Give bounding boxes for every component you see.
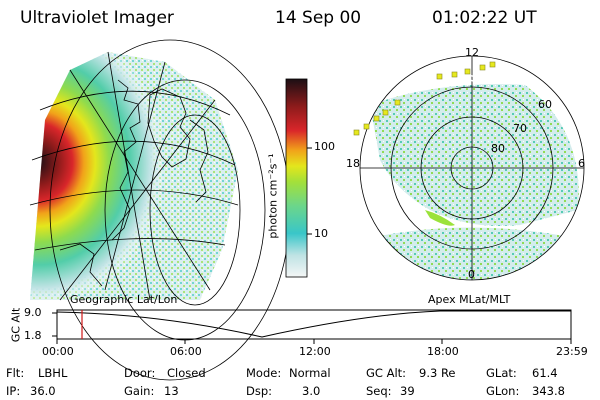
mlt-label-0: 0 <box>468 268 475 281</box>
geographic-caption: Geographic Lat/Lon <box>70 293 178 306</box>
colorbar-tick-10: 10 <box>314 227 328 240</box>
timeline-xtick-1200: 12:00 <box>299 345 331 358</box>
door-value: Closed <box>167 366 206 380</box>
timeline-xtick-0000: 00:00 <box>42 345 74 358</box>
apex-caption: Apex MLat/MLT <box>428 293 511 306</box>
glat-value: 61.4 <box>532 366 558 380</box>
mlat-label-60: 60 <box>538 98 552 111</box>
filter-label: Flt: <box>6 366 25 380</box>
mlt-label-12: 12 <box>465 46 479 59</box>
gc-alt-label: GC Alt: <box>366 366 407 380</box>
seq-value: 39 <box>400 384 415 398</box>
observation-time: 01:02:22 UT <box>432 8 537 28</box>
timeline-axis-label: GC Alt <box>9 307 23 343</box>
dsp-label: Dsp: <box>246 384 273 398</box>
mlt-label-18: 18 <box>346 157 360 170</box>
timeline-xtick-0600: 06:00 <box>170 345 202 358</box>
gain-value: 13 <box>164 384 179 398</box>
glon-value: 343.8 <box>532 384 565 398</box>
gc-alt-value: 9.3 Re <box>419 366 456 380</box>
timeline-ytick-9: 9.0 <box>24 306 42 319</box>
mlat-label-70: 70 <box>513 122 527 135</box>
seq-label: Seq: <box>366 384 392 398</box>
door-label: Door: <box>124 366 156 380</box>
timeline-ytick-1-8: 1.8 <box>24 329 42 342</box>
gain-label: Gain: <box>124 384 155 398</box>
observation-date: 14 Sep 00 <box>275 8 362 28</box>
mode-label: Mode: <box>246 366 282 380</box>
ip-value: 36.0 <box>30 384 56 398</box>
mlt-label-6: 6 <box>578 157 585 170</box>
filter-value: LBHL <box>38 366 68 380</box>
instrument-title: Ultraviolet Imager <box>20 8 174 28</box>
glon-label: GLon: <box>486 384 520 398</box>
glat-label: GLat: <box>486 366 517 380</box>
mode-value: Normal <box>289 366 331 380</box>
colorbar-tick-100: 100 <box>314 140 335 153</box>
ip-label: IP: <box>6 384 21 398</box>
timeline-xtick-2359: 23:59 <box>556 345 588 358</box>
mlat-label-80: 80 <box>491 142 505 155</box>
dsp-value: 3.0 <box>302 384 321 398</box>
timeline-xtick-1800: 18:00 <box>427 345 459 358</box>
